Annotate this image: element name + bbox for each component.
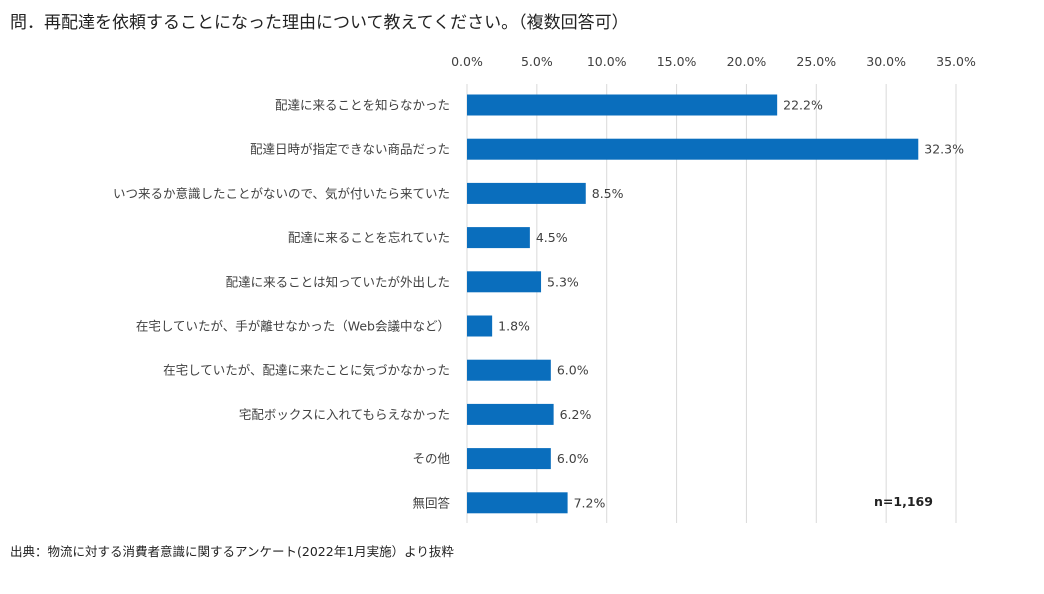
sample-size-label: n=1,169 bbox=[874, 494, 933, 509]
source-note: 出典：物流に対する消費者意識に関するアンケート(2022年1月実施）より抜粋 bbox=[10, 544, 454, 559]
data-label: 32.3% bbox=[924, 142, 964, 157]
x-tick-label: 5.0% bbox=[521, 54, 553, 69]
category-label: 宅配ボックスに入れてもらえなかった bbox=[239, 407, 450, 422]
x-tick-label: 20.0% bbox=[727, 54, 767, 69]
category-label: 在宅していたが、手が離せなかった（Web会議中など） bbox=[136, 319, 450, 334]
bar bbox=[467, 94, 778, 116]
bars bbox=[467, 94, 919, 514]
bar bbox=[467, 138, 919, 160]
x-axis-ticks: 0.0% 5.0% 10.0% 15.0% 20.0% 25.0% 30.0% 35.0% bbox=[451, 54, 976, 69]
data-label: 8.5% bbox=[592, 186, 624, 201]
data-label: 22.2% bbox=[783, 98, 823, 113]
gridlines bbox=[466, 84, 957, 523]
category-label: 配達日時が指定できない商品だった bbox=[250, 142, 450, 157]
data-label: 4.5% bbox=[536, 230, 568, 245]
bar bbox=[467, 227, 530, 249]
category-label: 在宅していたが、配達に来たことに気づかなかった bbox=[163, 363, 450, 378]
chart-title: 問．再配達を依頼することになった理由について教えてください。（複数回答可） bbox=[10, 13, 629, 33]
data-label: 6.2% bbox=[560, 407, 592, 422]
data-label: 6.0% bbox=[557, 363, 589, 378]
category-label: 配達に来ることを忘れていた bbox=[288, 230, 450, 245]
x-tick-label: 15.0% bbox=[657, 54, 697, 69]
bar bbox=[467, 359, 551, 381]
x-tick-label: 0.0% bbox=[451, 54, 483, 69]
data-label: 7.2% bbox=[574, 495, 606, 510]
category-label: その他 bbox=[412, 451, 450, 466]
bar bbox=[467, 271, 542, 293]
category-label: 配達に来ることは知っていたが外出した bbox=[226, 274, 450, 289]
bar bbox=[467, 448, 551, 470]
x-tick-label: 35.0% bbox=[936, 54, 976, 69]
category-label: 無回答 bbox=[412, 495, 450, 510]
data-label: 6.0% bbox=[557, 451, 589, 466]
bar bbox=[467, 492, 568, 514]
bar bbox=[467, 315, 493, 337]
x-tick-label: 25.0% bbox=[796, 54, 836, 69]
data-label: 1.8% bbox=[498, 319, 530, 334]
x-tick-label: 10.0% bbox=[587, 54, 627, 69]
bar bbox=[467, 403, 554, 425]
category-label: いつ来るか意識したことがないので、気が付いたら来ていた bbox=[113, 186, 450, 201]
bar bbox=[467, 182, 586, 204]
data-label: 5.3% bbox=[547, 274, 579, 289]
value-labels: 22.2% 32.3% 8.5% 4.5% 5.3% 1.8% 6.0% 6.2% 6.0% 7.… bbox=[498, 98, 964, 511]
category-labels: 配達に来ることを知らなかった配達日時が指定できない商品だったいつ来るか意識したこ… bbox=[113, 98, 451, 511]
category-label: 配達に来ることを知らなかった bbox=[275, 98, 450, 113]
x-tick-label: 30.0% bbox=[866, 54, 906, 69]
